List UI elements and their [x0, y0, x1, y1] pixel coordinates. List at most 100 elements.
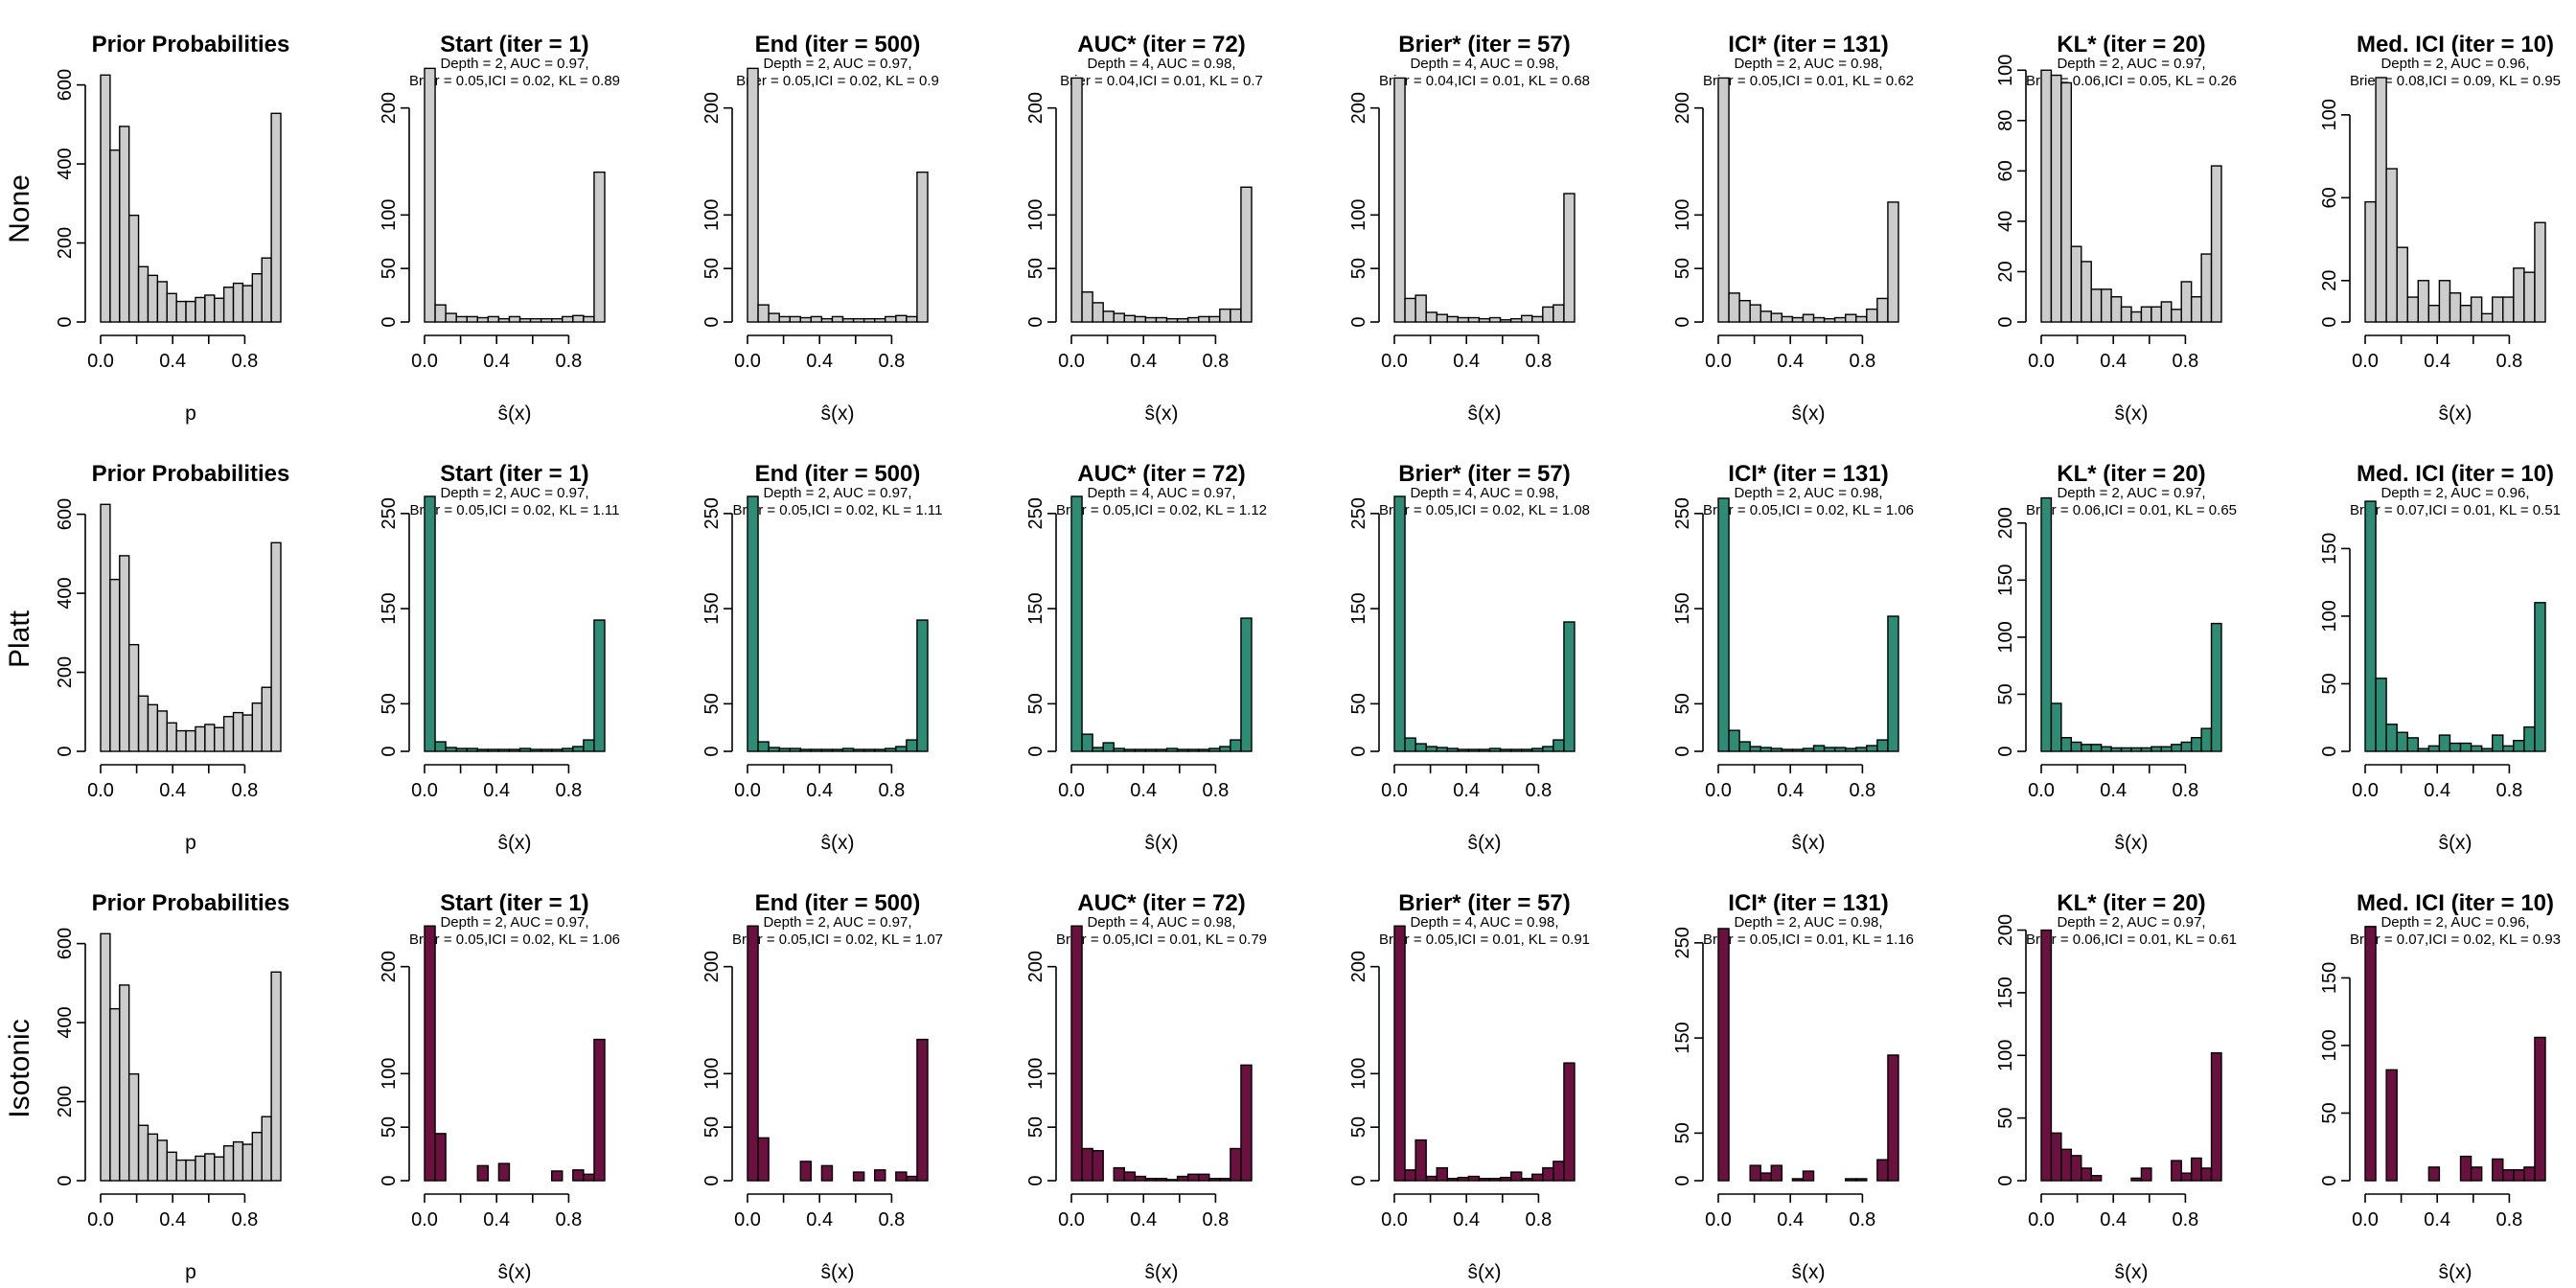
histogram-bar — [434, 741, 447, 752]
histogram-panel: ICI* (iter = 131)Depth = 2, AUC = 0.98,B… — [1672, 32, 1914, 425]
histogram-bar — [2070, 245, 2082, 323]
histogram-bar — [1760, 747, 1772, 752]
histogram-bar — [2090, 744, 2103, 752]
histogram-bar — [2513, 267, 2525, 323]
x-tick-label: 0.4 — [1453, 1209, 1480, 1230]
histogram-panel: Start (iter = 1)Depth = 2, AUC = 0.97,Br… — [379, 32, 620, 425]
y-tick-label: 0 — [1348, 1175, 1369, 1185]
x-tick-label: 0.4 — [2100, 780, 2127, 801]
y-tick-label: 150 — [379, 592, 400, 624]
histogram-bar — [1749, 304, 1761, 323]
histogram-bar — [2130, 1177, 2143, 1182]
y-tick-label: 0 — [1995, 316, 2016, 327]
x-tick-label: 0.8 — [555, 351, 582, 372]
y-tick-label: 50 — [702, 1116, 723, 1138]
histogram-bar — [2396, 246, 2408, 323]
histogram-bar — [1208, 1178, 1221, 1182]
x-tick-label: 0.8 — [878, 351, 905, 372]
histogram-bar — [1425, 746, 1438, 752]
x-axis-title: p — [185, 402, 196, 425]
histogram-bar — [1770, 748, 1783, 752]
histogram-panel: End (iter = 500)Depth = 2, AUC = 0.97,Br… — [702, 461, 942, 854]
histogram-bar — [166, 722, 177, 752]
histogram-bar — [2523, 271, 2536, 323]
panel-title: Med. ICI (iter = 10) — [2357, 890, 2554, 916]
y-tick-label: 0 — [379, 316, 400, 327]
x-tick-label: 0.4 — [483, 780, 510, 801]
histogram-bar — [2150, 746, 2163, 752]
y-tick-label: 20 — [1995, 261, 2016, 282]
y-tick-label: 150 — [1672, 1022, 1693, 1053]
x-tick-label: 0.8 — [1525, 351, 1552, 372]
histogram-bar — [1092, 1150, 1104, 1182]
x-tick-label: 0.4 — [1130, 351, 1157, 372]
y-tick-label: 0 — [702, 1175, 723, 1185]
histogram-bar — [204, 724, 216, 752]
x-axis-title: p — [185, 832, 196, 854]
histogram-bar — [1393, 77, 1406, 323]
y-tick-label: 200 — [702, 92, 723, 124]
y-tick-label: 200 — [1348, 92, 1369, 124]
histogram-bar — [166, 1151, 177, 1182]
y-tick-label: 0 — [1672, 1175, 1693, 1185]
y-tick-label: 100 — [2319, 1029, 2340, 1061]
histogram-bar — [2050, 1132, 2062, 1182]
histogram-bar — [529, 748, 542, 752]
histogram-bar — [1081, 1147, 1093, 1182]
histogram-bar — [1208, 748, 1221, 752]
y-tick-label: 0 — [1995, 1175, 2016, 1185]
y-tick-label: 50 — [1348, 258, 1369, 279]
histogram-bar — [2513, 1169, 2525, 1182]
panel-title: End (iter = 500) — [755, 32, 921, 58]
histogram-bar — [1866, 745, 1878, 752]
histogram-bar — [2210, 165, 2222, 323]
histogram-bar — [455, 315, 468, 323]
histogram-bar — [1823, 317, 1836, 323]
histogram-bar — [1563, 621, 1576, 752]
histogram-bar — [2060, 1148, 2073, 1182]
histogram-bar — [1760, 310, 1772, 323]
histogram-bar — [185, 1159, 196, 1182]
x-tick-label: 0.8 — [2496, 1209, 2522, 1230]
histogram-bar — [1509, 317, 1523, 323]
histogram-bar — [1770, 312, 1783, 323]
histogram-bar — [810, 748, 823, 752]
x-tick-label: 0.4 — [1777, 351, 1804, 372]
histogram-bar — [175, 1159, 187, 1182]
histogram-bar — [874, 317, 886, 323]
panel-subtitle-line1: Depth = 2, AUC = 0.96, — [2380, 56, 2529, 72]
histogram-bar — [1542, 1166, 1554, 1182]
y-tick-label: 250 — [1348, 497, 1369, 529]
histogram-bar — [1123, 1171, 1137, 1182]
histogram-bar — [232, 282, 244, 323]
histogram-bar — [1531, 1173, 1544, 1182]
histogram-bar — [1230, 739, 1242, 752]
histogram-bar — [831, 748, 844, 752]
histogram-bar — [137, 695, 150, 752]
histogram-panel: ICI* (iter = 131)Depth = 2, AUC = 0.98,B… — [1672, 890, 1914, 1283]
panel-subtitle-line1: Depth = 2, AUC = 0.97, — [440, 56, 588, 72]
histogram-bar — [1781, 315, 1794, 323]
histogram-bar — [1198, 1173, 1210, 1182]
histogram-bar — [540, 748, 553, 752]
histogram-bar — [1393, 495, 1406, 752]
y-tick-label: 0 — [1025, 1175, 1046, 1185]
histogram-bar — [1113, 312, 1125, 323]
histogram-bar — [2406, 737, 2419, 752]
histogram-bar — [1102, 310, 1115, 323]
panel-subtitle-line1: Depth = 4, AUC = 0.98, — [1087, 56, 1235, 72]
x-tick-label: 0.4 — [1777, 780, 1804, 801]
histogram-bar — [1446, 748, 1460, 752]
y-tick-label: 200 — [55, 227, 76, 259]
histogram-bar — [1717, 497, 1730, 752]
histogram-bar — [2470, 745, 2483, 752]
histogram-bar — [820, 1164, 834, 1182]
y-tick-label: 0 — [1672, 316, 1693, 327]
histogram-panel: Start (iter = 1)Depth = 2, AUC = 0.97,Br… — [379, 461, 619, 854]
histogram-bar — [251, 273, 263, 323]
histogram-bar — [1791, 748, 1805, 752]
histogram-bar — [2210, 622, 2222, 752]
histogram-bar — [1887, 615, 1899, 752]
panel-subtitle-line2: Brier = 0.05,ICI = 0.02, KL = 0.9 — [736, 73, 939, 89]
